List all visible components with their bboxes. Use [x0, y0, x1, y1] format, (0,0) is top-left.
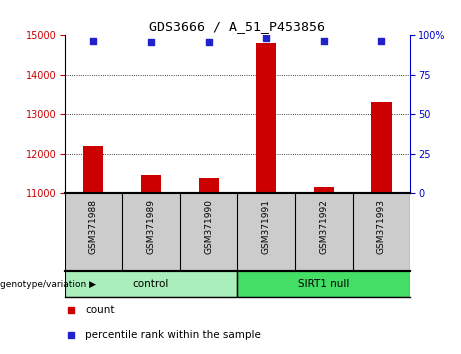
Bar — [372, 102, 391, 193]
FancyBboxPatch shape — [237, 271, 410, 297]
Text: genotype/variation ▶: genotype/variation ▶ — [0, 280, 96, 289]
Text: GSM371990: GSM371990 — [204, 199, 213, 254]
Bar — [199, 178, 219, 193]
Text: count: count — [85, 305, 115, 315]
Text: GSM371989: GSM371989 — [147, 199, 155, 254]
Text: SIRT1 null: SIRT1 null — [298, 279, 349, 289]
Bar — [141, 175, 161, 193]
Text: GSM371993: GSM371993 — [377, 199, 386, 254]
Point — [378, 38, 385, 44]
Title: GDS3666 / A_51_P453856: GDS3666 / A_51_P453856 — [149, 20, 325, 33]
Point — [205, 40, 212, 45]
Text: GSM371991: GSM371991 — [262, 199, 271, 254]
Point — [320, 38, 327, 44]
Text: percentile rank within the sample: percentile rank within the sample — [85, 330, 261, 339]
Bar — [83, 146, 103, 193]
Bar — [256, 43, 276, 193]
Point — [148, 40, 155, 45]
Point — [263, 35, 270, 41]
Text: control: control — [133, 279, 169, 289]
Text: GSM371988: GSM371988 — [89, 199, 98, 254]
Bar — [314, 187, 334, 193]
Point — [89, 38, 97, 44]
FancyBboxPatch shape — [65, 271, 237, 297]
Text: GSM371992: GSM371992 — [319, 199, 328, 254]
